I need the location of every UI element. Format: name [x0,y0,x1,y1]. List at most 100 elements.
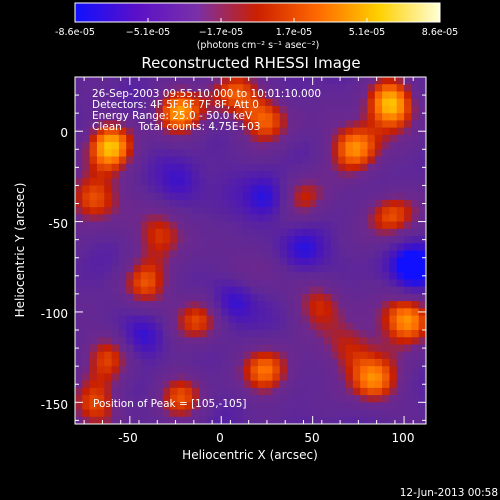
heatmap-cell [89,409,98,418]
heatmap-cell [352,84,361,93]
heatmap-cell [184,127,193,136]
heatmap-cell [287,308,295,317]
heatmap-cell [404,395,412,403]
heatmap-cell [301,236,310,244]
heatmap-cell [104,264,113,273]
heatmap-cell [360,373,369,382]
heatmap-cell [257,344,266,353]
heatmap-cell [389,142,398,150]
heatmap-cell [272,373,281,382]
heatmap-cell [360,264,369,273]
heatmap-cell [287,250,295,259]
heatmap-cell [330,250,339,259]
heatmap-cell [75,84,83,93]
heatmap-cell [330,279,339,288]
heatmap-cell [265,308,274,317]
heatmap-cell [323,358,332,367]
heatmap-cell [287,163,295,172]
heatmap-cell [126,134,135,143]
heatmap-cell [133,402,142,411]
heatmap-cell [250,199,259,208]
heatmap-cell [170,409,178,418]
heatmap-cell [140,142,149,150]
heatmap-cell [316,272,325,281]
heatmap-cell [184,142,193,150]
heatmap-cell [162,315,171,324]
heatmap-cell [126,272,135,281]
heatmap-cell [96,308,105,317]
heatmap-cell [96,358,105,367]
heatmap-cell [170,257,178,266]
heatmap-cell [404,264,412,273]
heatmap-cell [301,77,310,85]
heatmap-cell [309,221,317,230]
heatmap-cell [294,192,303,201]
heatmap-cell [184,236,193,244]
heatmap-cell [360,127,369,136]
heatmap-cell [89,250,98,259]
heatmap-cell [352,293,361,302]
heatmap-cell [338,387,347,396]
heatmap-cell [199,358,208,367]
heatmap-cell [235,416,244,424]
heatmap-cell [221,243,230,252]
heatmap-cell [140,344,149,353]
heatmap-cell [89,315,98,324]
heatmap-cell [199,156,208,165]
heatmap-cell [250,337,259,346]
heatmap-cell [228,120,237,129]
heatmap-cell [235,214,244,223]
heatmap-cell [96,293,105,302]
heatmap-cell [192,199,200,208]
heatmap-cell [404,351,412,360]
heatmap-cell [118,395,127,403]
heatmap-cell [221,120,230,129]
heatmap-cell [367,301,376,309]
heatmap-cell [338,185,347,194]
heatmap-cell [367,84,376,93]
heatmap-cell [265,387,274,396]
heatmap-cell [192,207,200,215]
heatmap-cell [411,192,420,201]
heatmap-cell [221,221,230,230]
heatmap-cell [82,409,91,418]
heatmap-cell [111,134,120,143]
heatmap-cell [111,199,120,208]
heatmap-cell [213,308,222,317]
heatmap-cell [170,293,178,302]
heatmap-cell [184,272,193,281]
heatmap-cell [140,257,149,266]
heatmap-cell [345,250,354,259]
heatmap-cell [140,250,149,259]
heatmap-cell [367,395,376,403]
heatmap-cell [75,221,83,230]
heatmap-cell [367,402,376,411]
heatmap-cell [228,395,237,403]
heatmap-cell [301,293,310,302]
heatmap-cell [309,170,317,179]
heatmap-cell [257,395,266,403]
heatmap-cell [411,409,420,418]
heatmap-cell [418,178,426,187]
heatmap-cell [316,402,325,411]
heatmap-cell [279,351,288,360]
heatmap-cell [265,236,274,244]
heatmap-cell [382,91,391,100]
heatmap-cell [162,380,171,389]
heatmap-cell [75,113,83,121]
heatmap-cell [82,337,91,346]
heatmap-cell [206,236,215,244]
heatmap-cell [243,113,252,121]
heatmap-cell [382,409,391,418]
heatmap-cell [382,279,391,288]
heatmap-cell [323,395,332,403]
heatmap-cell [82,380,91,389]
heatmap-cell [360,279,369,288]
heatmap-cell [162,344,171,353]
heatmap-cell [118,416,127,424]
heatmap-cell [96,113,105,121]
heatmap-cell [148,366,157,374]
heatmap-cell [411,257,420,266]
heatmap-cell [162,185,171,194]
heatmap-cell [294,373,303,382]
